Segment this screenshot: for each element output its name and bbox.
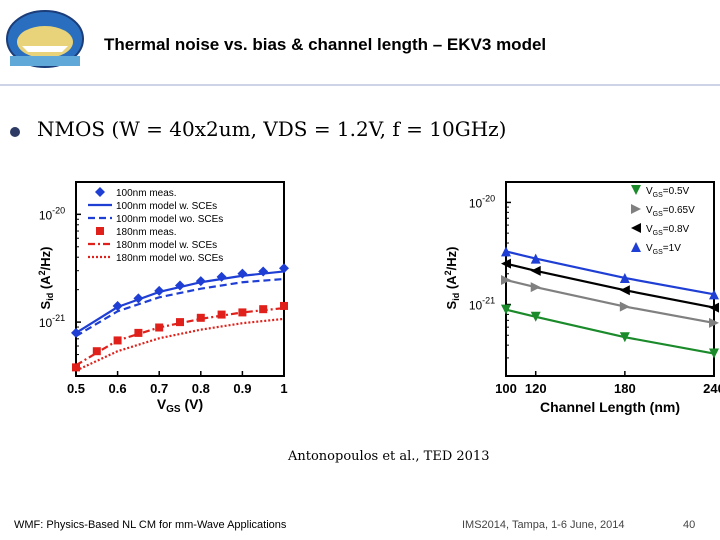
left-legend-label: 180nm meas.: [116, 227, 177, 238]
right-legend-label: VGS=0.5V: [646, 186, 690, 199]
left-series-3-point: [280, 301, 288, 310]
right-series-0-point: [501, 304, 511, 315]
right-legend-label: VGS=0.8V: [646, 224, 690, 237]
left-legend-label: 100nm model wo. SCEs: [116, 214, 223, 225]
left-series-3-point: [176, 318, 184, 327]
footer-title: WMF: Physics-Based NL CM for mm-Wave App…: [14, 519, 287, 531]
citation: Antonopoulos et al., TED 2013: [288, 449, 490, 464]
left-legend-label: 100nm model w. SCEs: [116, 201, 217, 212]
right-series-2-point: [501, 258, 511, 269]
right-series-1-point: [530, 282, 541, 293]
footer-event: IMS2014, Tampa, 1-6 June, 2014: [462, 519, 625, 531]
chart-sid-vs-length: 100 120 180 240 10-20 10-21 VGS=0.5V VGS=0.65V V…: [443, 181, 720, 415]
left-x-tick-label: 0.6: [109, 381, 127, 396]
left-series-1-line: [75, 270, 285, 334]
left-series-5-line: [75, 317, 285, 372]
page-title: Thermal noise vs. bias & channel length …: [104, 35, 547, 54]
right-series-1-point: [709, 317, 719, 328]
right-y-tick-label: 10-20: [469, 193, 495, 210]
header-divider: [0, 84, 720, 86]
right-series-3-point: [530, 253, 541, 264]
chart-sid-vs-vgs: 0.5 0.6 0.7 0.8 0.9 1 10-20 10-21 100nm meas. 100…: [38, 181, 289, 415]
right-series-3-point: [619, 272, 630, 283]
left-legend-marker: [95, 187, 105, 197]
right-x-axis-label: Channel Length (nm): [540, 399, 680, 415]
left-series-0-point: [175, 280, 185, 291]
left-legend-label: 180nm model w. SCEs: [116, 240, 217, 251]
right-y-tick-label: 10-21: [469, 296, 495, 313]
left-x-tick-label: 0.7: [150, 381, 168, 396]
page-number: 40: [683, 519, 696, 531]
left-legend-marker: [96, 227, 104, 235]
left-series-4-line: [75, 307, 285, 367]
left-series-3-point: [92, 347, 101, 356]
right-series-3-point: [709, 289, 719, 300]
left-legend-label: 180nm model wo. SCEs: [116, 253, 223, 264]
left-y-axis-label: Sid (A2/Hz): [38, 247, 55, 310]
right-x-tick-label: 120: [525, 381, 547, 396]
right-series-0-point: [619, 332, 630, 343]
right-legend-marker: [631, 223, 641, 233]
right-x-tick-label: 180: [614, 381, 636, 396]
left-x-axis-label: VGS (V): [157, 396, 203, 415]
right-legend-marker: [631, 242, 641, 252]
conference-logo: [4, 8, 86, 70]
left-series-0-point: [279, 263, 289, 274]
right-series-0-point: [530, 311, 541, 322]
left-series-2-line: [75, 277, 285, 338]
left-plot-frame: [75, 181, 285, 377]
right-y-axis-label: Sid (A2/Hz): [443, 247, 461, 310]
right-series-1-point: [501, 275, 511, 286]
right-series-2-point: [530, 265, 541, 276]
right-series-3-line: [505, 250, 715, 296]
left-y-tick-label: 10-20: [39, 205, 65, 222]
left-series-0-point: [216, 271, 227, 282]
left-series-3-point: [196, 313, 205, 322]
left-legend-label: 100nm meas.: [116, 188, 177, 199]
right-legend-label: VGS=1V: [646, 243, 681, 256]
right-legend-marker: [631, 204, 641, 214]
right-series-2-point: [619, 285, 630, 296]
right-series-3-point: [501, 246, 511, 257]
right-legend-marker: [631, 185, 641, 195]
bullet-text: NMOS (W = 40x2um, VDS = 1.2V, f = 10GHz): [37, 117, 507, 141]
right-series-0-line: [505, 308, 715, 355]
right-series-2-point: [709, 302, 719, 313]
bullet-icon: [10, 127, 20, 137]
right-series-1-point: [619, 301, 630, 312]
right-series-2-line: [505, 262, 715, 309]
right-x-tick-label: 100: [495, 381, 517, 396]
left-series-3-point: [72, 363, 80, 372]
left-x-tick-label: 0.9: [233, 381, 251, 396]
left-y-tick-label: 10-21: [39, 313, 65, 330]
left-x-tick-label: 1: [280, 381, 287, 396]
left-x-tick-label: 0.5: [67, 381, 85, 396]
right-series-1-line: [505, 278, 715, 324]
right-legend-label: VGS=0.65V: [646, 205, 695, 218]
right-x-tick-label: 240: [703, 381, 720, 396]
left-x-tick-label: 0.8: [192, 381, 210, 396]
right-series-0-point: [709, 348, 719, 359]
